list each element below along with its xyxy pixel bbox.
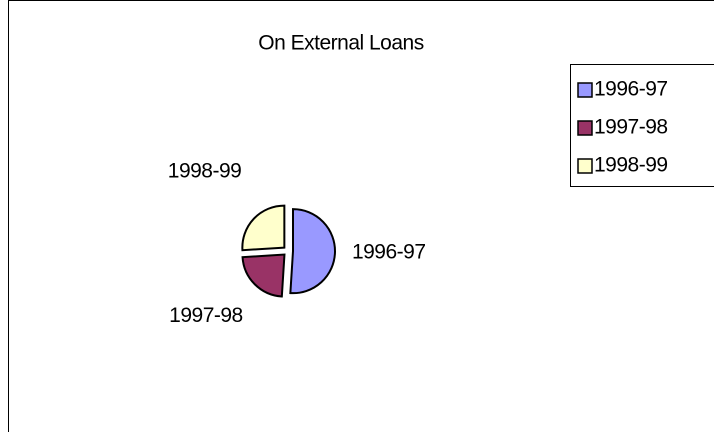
legend-label: 1996-97 (594, 78, 668, 101)
slice-label: 1998-99 (168, 160, 242, 183)
pie-slice (241, 253, 286, 298)
legend-swatch (577, 120, 593, 136)
legend-box (570, 64, 714, 187)
legend-label: 1997-98 (594, 116, 668, 139)
legend-label: 1998-99 (594, 154, 668, 177)
legend-swatch (577, 158, 593, 174)
pie-slice (241, 204, 286, 252)
legend-swatch (577, 82, 593, 98)
pie-slice (289, 208, 336, 295)
slice-label: 1996-97 (352, 241, 426, 264)
slice-label: 1997-98 (169, 304, 243, 327)
chart-title: On External Loans (258, 32, 423, 55)
